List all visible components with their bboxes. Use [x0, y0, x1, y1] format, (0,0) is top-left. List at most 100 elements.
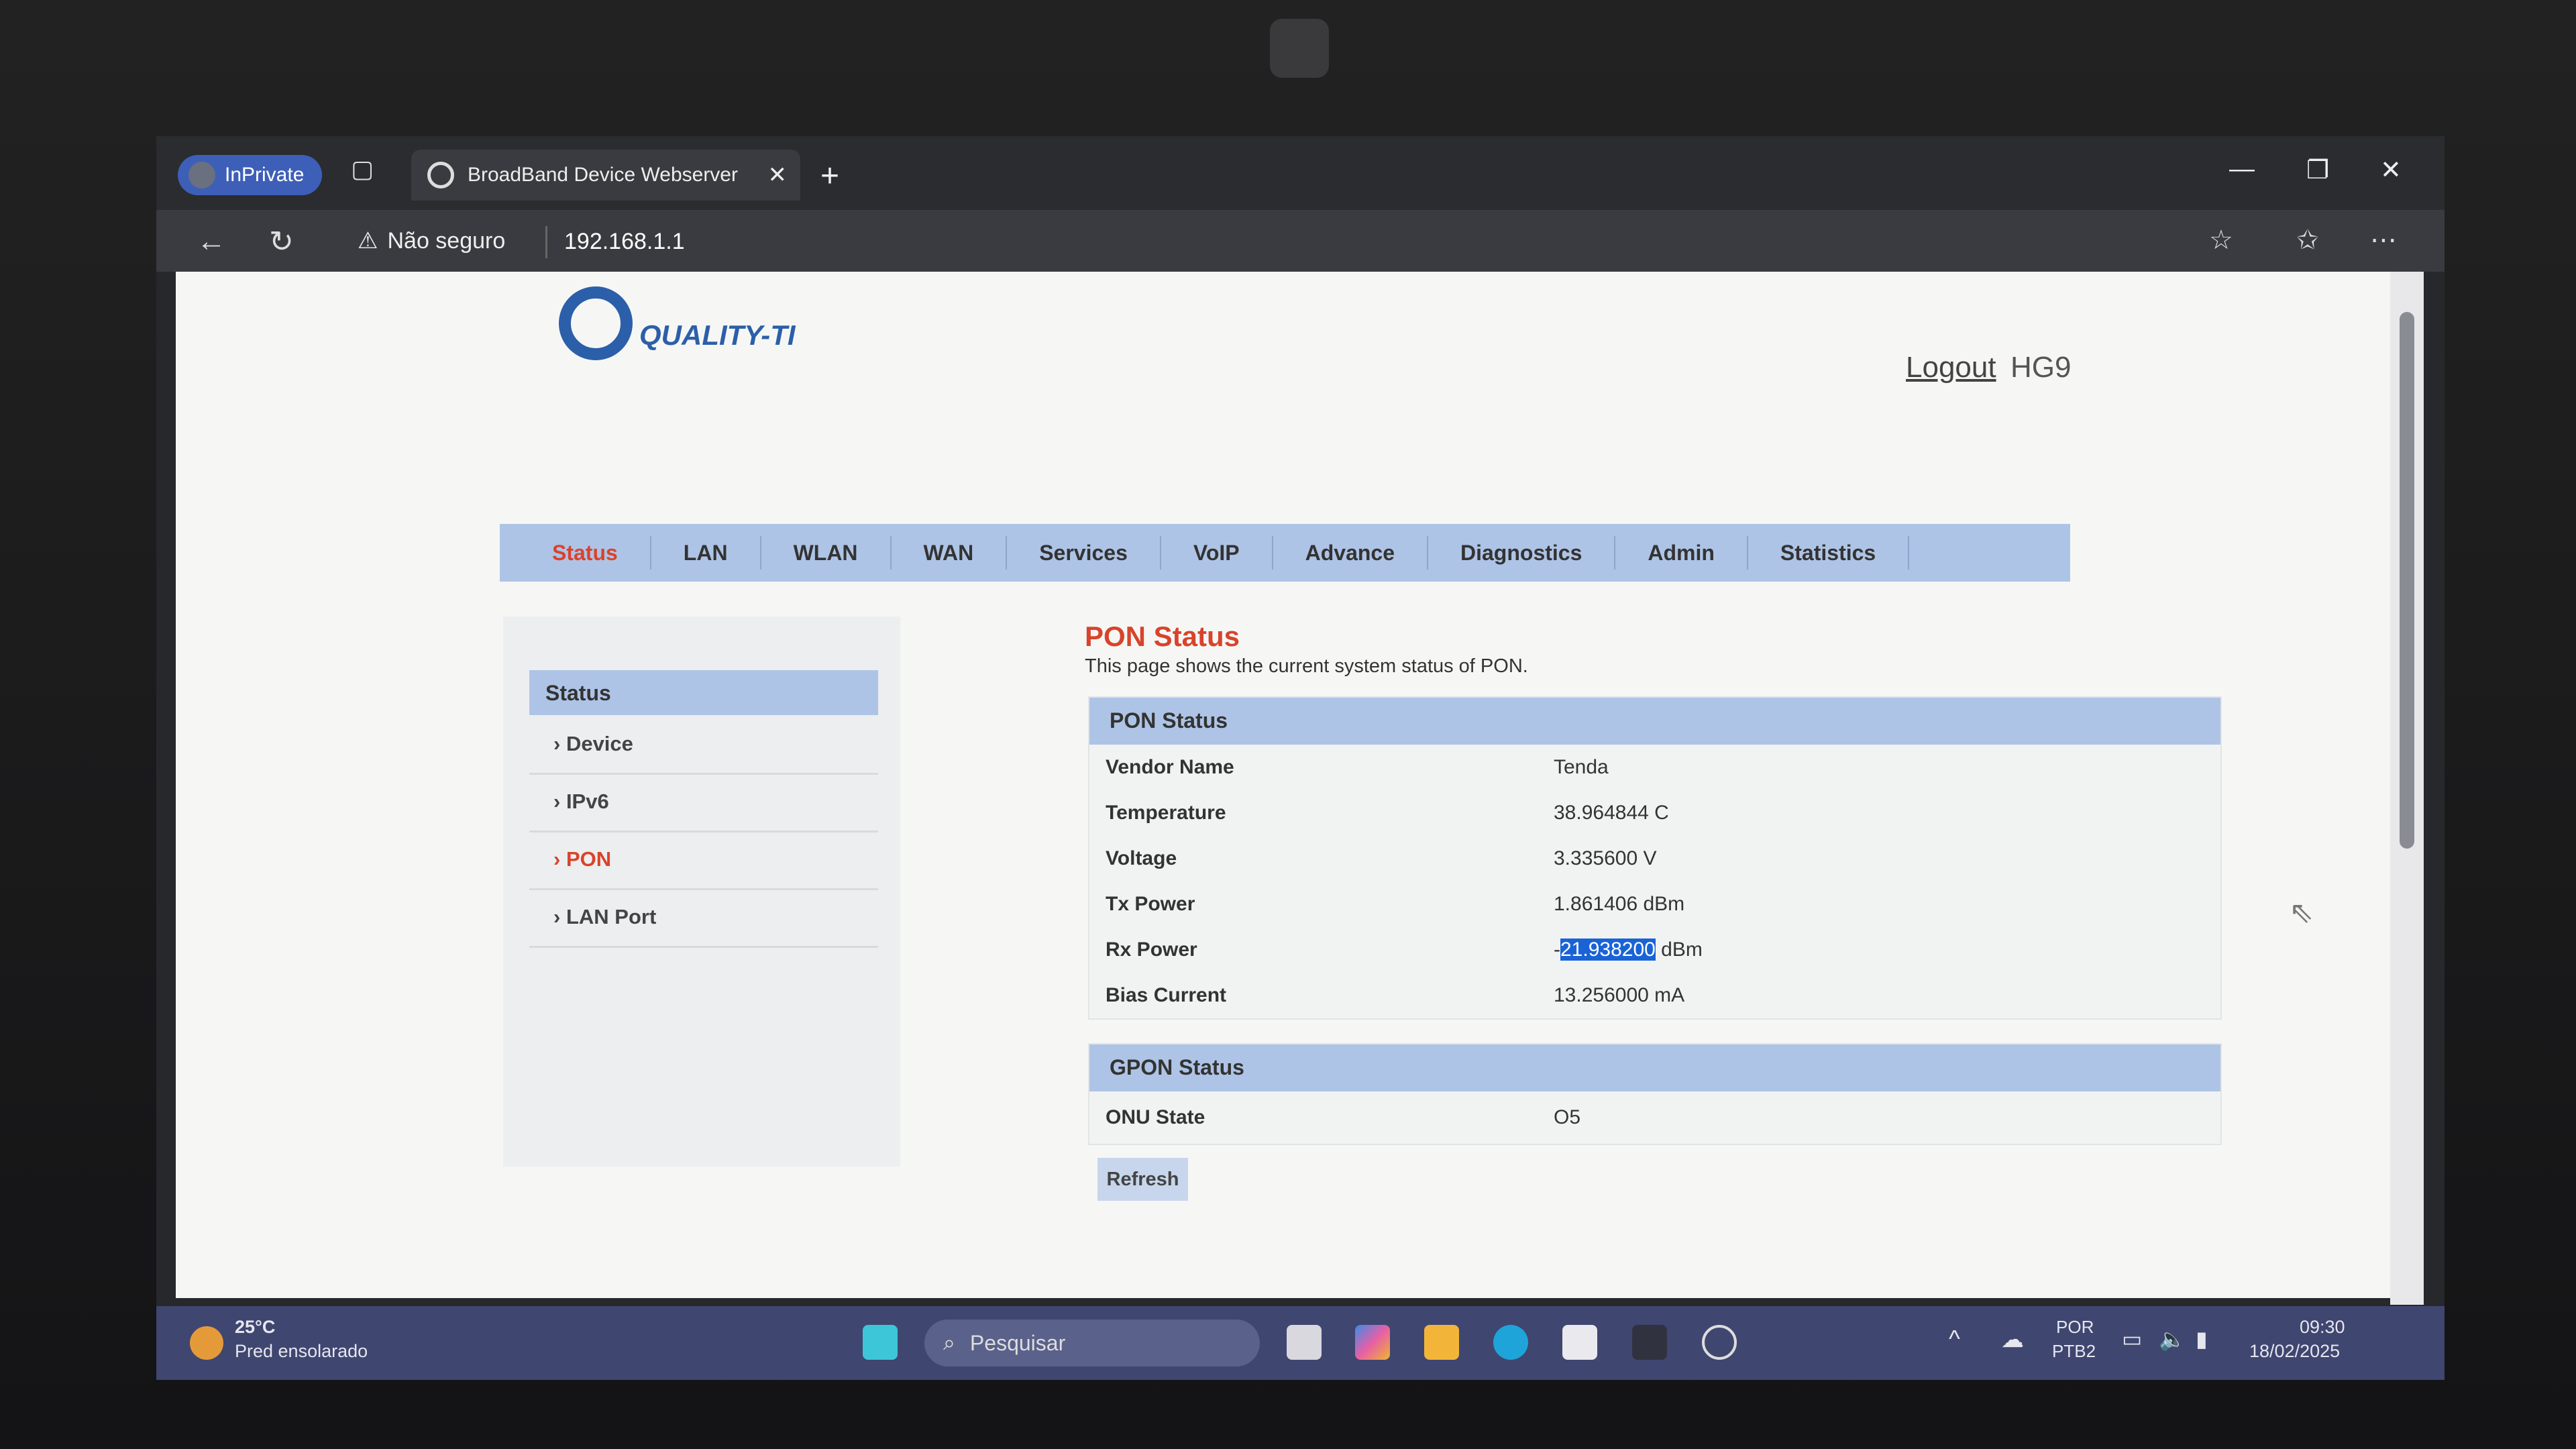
restore-button[interactable]: ❐	[2306, 156, 2330, 184]
page-title: PON Status	[1085, 621, 1240, 652]
device-model: HG9	[2010, 351, 2072, 384]
nav-status[interactable]: Status	[520, 536, 651, 570]
inprivate-label: InPrivate	[225, 164, 305, 186]
edge-icon[interactable]	[1493, 1325, 1528, 1360]
back-icon[interactable]: ←	[197, 225, 226, 258]
nav-services[interactable]: Services	[1007, 536, 1161, 570]
terminal-icon[interactable]	[1632, 1325, 1667, 1360]
gpon-status-table: GPON Status ONU State O5	[1088, 1043, 2222, 1145]
main-nav: Status LAN WLAN WAN Services VoIP Advanc…	[500, 524, 2070, 582]
sidebar-item-label: LAN Port	[566, 905, 657, 928]
task-view-icon[interactable]	[1287, 1325, 1322, 1360]
table-row: Voltage 3.335600 V	[1089, 836, 2220, 881]
table-row: Rx Power -21.938200 dBm	[1089, 927, 2220, 973]
favorite-star-icon[interactable]: ☆	[2209, 225, 2233, 255]
value-sign: -	[1554, 938, 1560, 961]
inprivate-badge[interactable]: InPrivate	[178, 155, 322, 195]
minimize-button[interactable]: —	[2229, 155, 2255, 183]
search-placeholder: Pesquisar	[969, 1330, 1066, 1355]
row-value: 1.861406 dBm	[1554, 893, 1685, 915]
refresh-button[interactable]: Refresh	[1097, 1158, 1188, 1201]
table-row: Tx Power 1.861406 dBm	[1089, 881, 2220, 927]
logout-link[interactable]: Logout	[1906, 351, 1996, 384]
onedrive-icon[interactable]: ☁	[2001, 1327, 2024, 1352]
sidebar-item-lan-port[interactable]: › LAN Port	[529, 890, 878, 948]
row-label: Tx Power	[1106, 893, 1195, 915]
selected-text: 21.938200	[1560, 938, 1656, 961]
windows-start-icon[interactable]	[863, 1325, 898, 1360]
speedometer-icon[interactable]	[1702, 1325, 1737, 1360]
sidebar: Status › Device › IPv6 › PON › LAN Port	[503, 616, 900, 1167]
sidebar-header: Status	[529, 670, 878, 715]
nav-diagnostics[interactable]: Diagnostics	[1428, 536, 1616, 570]
favorites-icon[interactable]: ✩	[2296, 225, 2319, 255]
sidebar-item-label: Device	[566, 732, 633, 755]
file-explorer-icon[interactable]	[1424, 1325, 1459, 1360]
row-label: Vendor Name	[1106, 756, 1234, 778]
more-menu-icon[interactable]: ⋯	[2370, 225, 2397, 255]
weather-temp[interactable]: 25°C	[235, 1317, 276, 1337]
nav-wlan[interactable]: WLAN	[761, 536, 892, 570]
refresh-icon[interactable]: ↻	[269, 225, 294, 258]
row-label: Voltage	[1106, 847, 1177, 869]
row-label: Rx Power	[1106, 938, 1197, 961]
nav-advance[interactable]: Advance	[1273, 536, 1428, 570]
close-window-button[interactable]: ✕	[2380, 156, 2402, 184]
security-indicator[interactable]: ⚠ Não seguro	[358, 227, 505, 254]
table-header: PON Status	[1089, 698, 2220, 745]
chevron-up-icon[interactable]: ^	[1949, 1325, 1960, 1352]
sidebar-item-pon[interactable]: › PON	[529, 833, 878, 890]
divider	[545, 226, 547, 258]
sidebar-item-ipv6[interactable]: › IPv6	[529, 775, 878, 833]
sidebar-item-label: IPv6	[566, 790, 609, 813]
volume-icon[interactable]: 🔈	[2159, 1327, 2186, 1351]
url-field[interactable]: 192.168.1.1	[564, 229, 685, 254]
battery-icon[interactable]: ▮	[2196, 1327, 2208, 1351]
tab-actions-icon[interactable]: ▢	[351, 155, 374, 182]
logo-q-icon	[559, 286, 633, 360]
webcam	[1270, 19, 1329, 78]
warning-icon: ⚠	[358, 228, 378, 254]
taskbar-search[interactable]: ⌕ Pesquisar	[924, 1320, 1260, 1366]
row-value: 3.335600 V	[1554, 847, 1657, 869]
web-page: QUALITY-TI Logout HG9 Status LAN WLAN WA…	[176, 272, 2390, 1298]
security-label: Não seguro	[387, 227, 506, 254]
new-tab-button[interactable]: +	[820, 158, 840, 194]
nav-lan[interactable]: LAN	[651, 536, 761, 570]
screen: InPrivate ▢ BroadBand Device Webserver ✕…	[156, 136, 2445, 1380]
row-value: 38.964844 C	[1554, 802, 1669, 824]
store-icon[interactable]	[1562, 1325, 1597, 1360]
nav-admin[interactable]: Admin	[1615, 536, 1748, 570]
profile-icon	[189, 162, 215, 189]
pon-status-table: PON Status Vendor Name Tenda Temperature 3…	[1088, 696, 2222, 1020]
table-row: ONU State O5	[1089, 1091, 2220, 1144]
address-bar-row: ← ↻ ⚠ Não seguro 192.168.1.1 ☆ ✩ ⋯	[156, 210, 2445, 272]
clock-time[interactable]: 09:30	[2300, 1317, 2345, 1337]
weather-desc[interactable]: Pred ensolarado	[235, 1341, 368, 1361]
keyboard-layout[interactable]: PTB2	[2052, 1341, 2096, 1361]
row-value: 13.256000 mA	[1554, 984, 1685, 1006]
sidebar-item-label: PON	[566, 847, 612, 871]
network-icon[interactable]: ▭	[2122, 1327, 2143, 1351]
table-row: Bias Current 13.256000 mA	[1089, 973, 2220, 1018]
row-value: -21.938200 dBm	[1554, 938, 1703, 961]
clock-date[interactable]: 18/02/2025	[2249, 1341, 2341, 1361]
browser-tab-bar: InPrivate ▢ BroadBand Device Webserver ✕…	[156, 136, 2445, 210]
table-row: Vendor Name Tenda	[1089, 745, 2220, 790]
table-header: GPON Status	[1089, 1044, 2220, 1091]
mouse-cursor-icon: ⇖	[2289, 896, 2314, 929]
nav-voip[interactable]: VoIP	[1161, 536, 1273, 570]
nav-statistics[interactable]: Statistics	[1748, 536, 1910, 570]
browser-tab[interactable]: BroadBand Device Webserver ✕	[411, 150, 800, 201]
favicon-icon	[427, 162, 454, 189]
sidebar-item-device[interactable]: › Device	[529, 717, 878, 775]
page-scrollbar[interactable]	[2390, 272, 2424, 1305]
row-label: ONU State	[1106, 1106, 1205, 1128]
tab-title: BroadBand Device Webserver	[468, 164, 738, 186]
copilot-icon[interactable]	[1355, 1325, 1390, 1360]
close-tab-icon[interactable]: ✕	[767, 162, 788, 188]
nav-wan[interactable]: WAN	[892, 536, 1008, 570]
language-indicator[interactable]: POR	[2056, 1317, 2094, 1337]
table-row: Temperature 38.964844 C	[1089, 790, 2220, 836]
scrollbar-thumb[interactable]	[2400, 312, 2414, 849]
